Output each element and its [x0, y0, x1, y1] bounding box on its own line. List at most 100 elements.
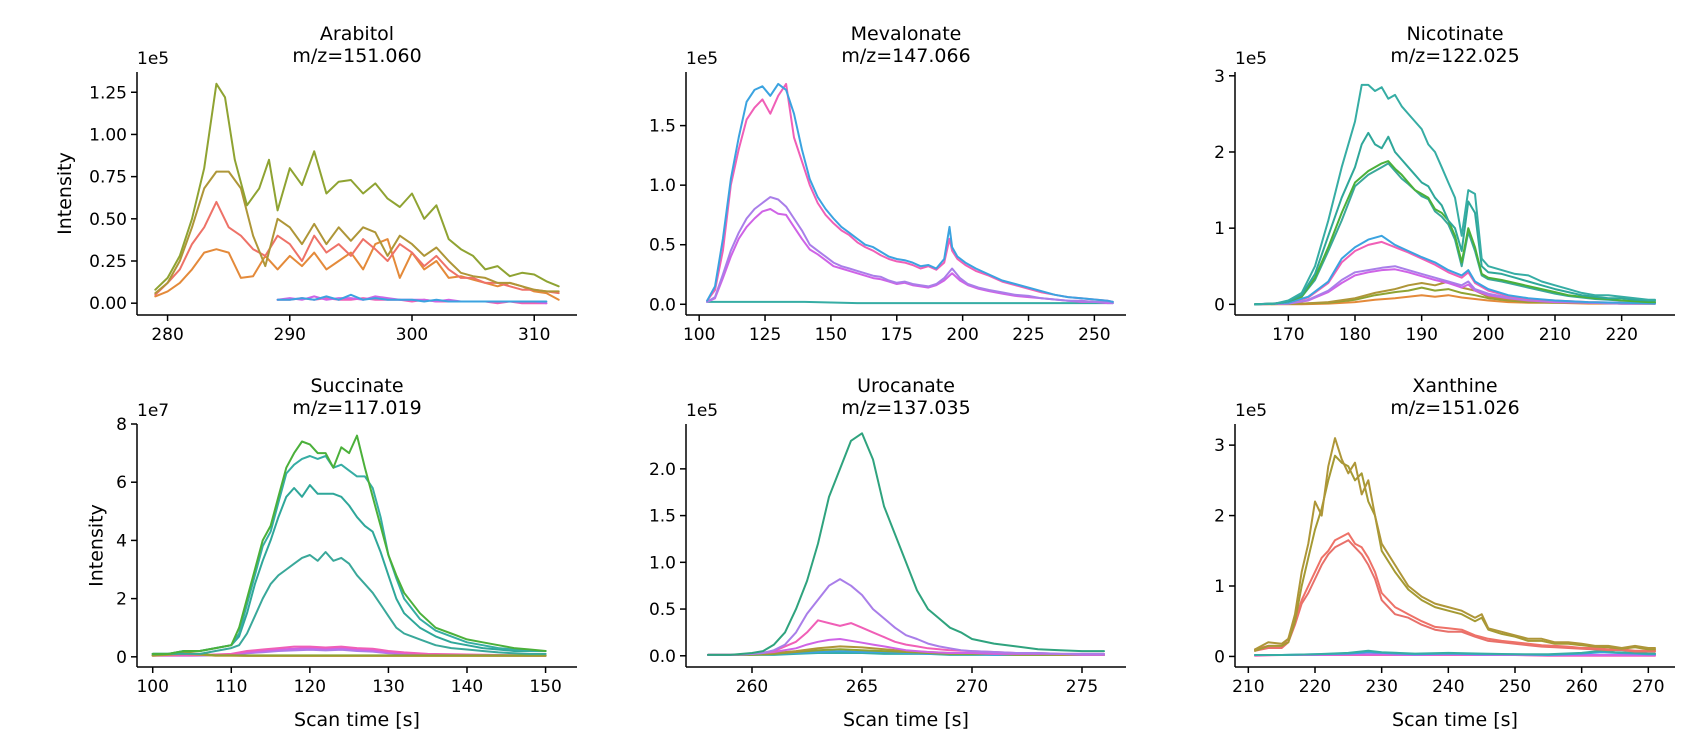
series-line-2: [151, 455, 547, 655]
x-tick-label: 310: [518, 325, 550, 345]
y-exponent-label: 1e5: [686, 401, 718, 421]
y-tick-label: 4: [116, 531, 127, 551]
series-group: [151, 434, 547, 657]
y-tick-label: 0.0: [649, 647, 676, 667]
chart-title-line: m/z=151.026: [1390, 397, 1519, 419]
y-exponent-label: 1e7: [137, 401, 169, 421]
x-tick-label: 200: [1472, 325, 1504, 345]
x-tick-label: 130: [372, 677, 404, 697]
series-line-5: [276, 293, 548, 303]
y-tick-label: 1.5: [649, 507, 676, 527]
x-tick-label: 150: [529, 677, 561, 697]
series-line-1: [1254, 83, 1656, 306]
y-tick-label: 0: [1214, 295, 1225, 315]
chart-title-line: m/z=122.025: [1390, 45, 1519, 67]
y-tick-label: 0.75: [89, 168, 127, 188]
series-line-8: [151, 645, 547, 657]
series-line-5: [1254, 234, 1656, 306]
y-tick-label: 3: [1214, 436, 1225, 456]
y-tick-label: 1.25: [89, 83, 127, 103]
chart-title-line: Xanthine: [1412, 375, 1497, 397]
series-line-2: [1254, 454, 1656, 652]
x-tick-label: 120: [294, 677, 326, 697]
y-tick-label: 1.5: [649, 117, 676, 137]
x-tick-label: 250: [1078, 325, 1110, 345]
y-exponent-label: 1e5: [686, 49, 718, 69]
series-line-3: [151, 484, 547, 655]
series-line-3: [706, 196, 1114, 305]
series-line-2: [1254, 131, 1656, 306]
chart-title-line: m/z=137.035: [841, 397, 970, 419]
x-tick-label: 170: [1272, 325, 1304, 345]
y-exponent-label: 1e5: [1235, 401, 1267, 421]
y-tick-label: 0: [116, 648, 127, 668]
y-tick-label: 3: [1214, 67, 1225, 87]
chart-title-line: Urocanate: [857, 375, 955, 397]
x-tick-label: 110: [215, 677, 247, 697]
y-tick-label: 2: [1214, 507, 1225, 527]
chart-title-line: m/z=147.066: [841, 45, 970, 67]
y-axis-label: Intensity: [86, 504, 108, 587]
y-tick-label: 1.0: [649, 176, 676, 196]
chart-title-line: m/z=117.019: [292, 397, 421, 419]
chart-title-line: Nicotinate: [1406, 23, 1503, 45]
x-tick-label: 175: [881, 325, 913, 345]
x-tick-label: 220: [1605, 325, 1637, 345]
y-tick-label: 0.50: [89, 210, 127, 230]
x-tick-label: 225: [1012, 325, 1044, 345]
y-tick-label: 0: [1214, 647, 1225, 667]
y-exponent-label: 1e5: [137, 49, 169, 69]
x-tick-label: 260: [736, 677, 768, 697]
x-tick-label: 190: [1405, 325, 1437, 345]
y-tick-label: 0.5: [649, 236, 676, 256]
y-tick-label: 8: [116, 415, 127, 435]
y-tick-label: 0.5: [649, 600, 676, 620]
y-tick-label: 0.25: [89, 252, 127, 272]
series-line-1: [151, 434, 547, 655]
x-tick-label: 100: [136, 677, 168, 697]
x-tick-label: 220: [1299, 677, 1331, 697]
series-group: [706, 82, 1114, 305]
x-tick-label: 140: [451, 677, 483, 697]
series-line-5: [1254, 649, 1656, 656]
chart-title-line: Succinate: [310, 375, 403, 397]
x-tick-label: 300: [396, 325, 428, 345]
series-line-3: [154, 200, 560, 296]
y-tick-label: 2: [1214, 143, 1225, 163]
x-axis-label: Scan time [s]: [1392, 709, 1518, 731]
x-tick-label: 270: [1632, 677, 1664, 697]
series-line-4: [1254, 539, 1656, 653]
series-line-1: [706, 82, 1114, 303]
x-tick-label: 210: [1232, 677, 1264, 697]
x-tick-label: 100: [683, 325, 715, 345]
x-tick-label: 265: [846, 677, 878, 697]
chart-title-line: Mevalonate: [851, 23, 962, 45]
y-tick-label: 1.0: [649, 553, 676, 573]
y-tick-label: 0.0: [649, 295, 676, 315]
y-tick-label: 2.0: [649, 460, 676, 480]
series-line-1: [707, 432, 1105, 656]
x-tick-label: 125: [749, 325, 781, 345]
series-line-2: [154, 170, 560, 295]
y-exponent-label: 1e5: [1235, 49, 1267, 69]
y-axis-label: Intensity: [54, 152, 76, 235]
series-group: [1254, 437, 1656, 657]
chart-title-line: Arabitol: [320, 23, 394, 45]
series-line-3: [1254, 532, 1656, 652]
series-line-1: [1254, 437, 1656, 651]
series-line-4: [154, 238, 560, 301]
y-tick-label: 6: [116, 473, 127, 493]
x-tick-label: 210: [1539, 325, 1571, 345]
series-line-2: [707, 578, 1105, 656]
chart-title-line: m/z=151.060: [292, 45, 421, 67]
series-line-4: [151, 551, 547, 655]
series-line-2: [706, 82, 1114, 303]
y-tick-label: 0.00: [89, 294, 127, 314]
